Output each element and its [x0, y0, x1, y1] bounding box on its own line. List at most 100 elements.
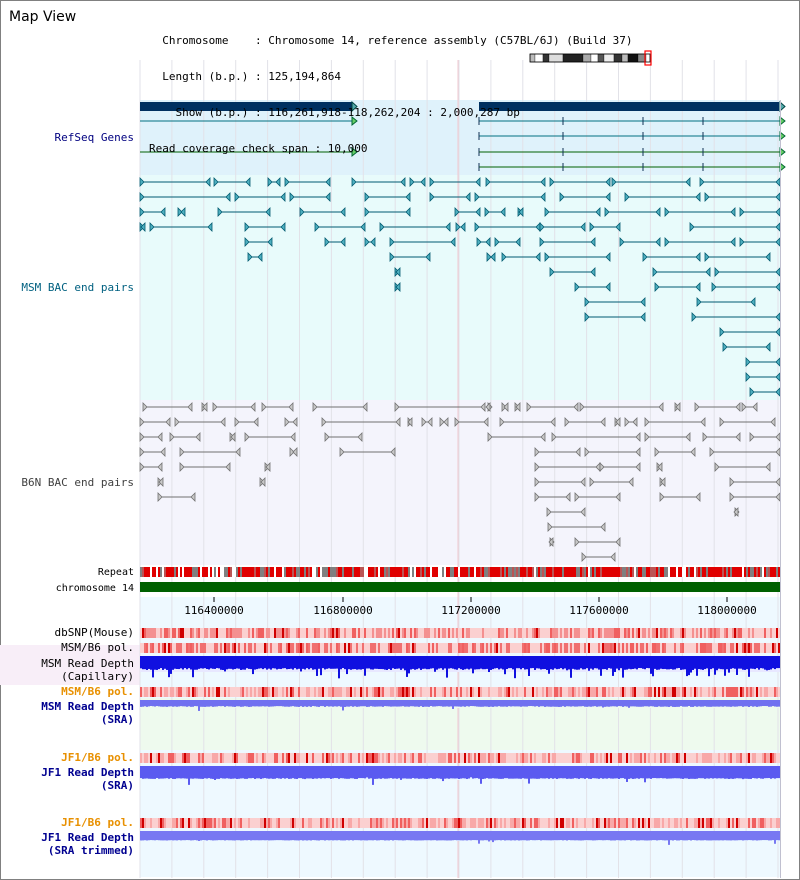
msm-b6-pol2-track-cell — [358, 687, 360, 697]
msm-capillary-track-bar — [356, 656, 358, 670]
jf1-b6-pol-track-cell — [224, 753, 226, 763]
msm-b6-pol2-track-cell — [290, 687, 292, 697]
gene-bar-right[interactable] — [479, 102, 779, 111]
b6n-bac-pair-end — [260, 477, 266, 487]
jf1-b6-pol-track-cell — [358, 753, 360, 763]
jf1-b6-pol2-track-cell — [696, 818, 698, 828]
msm-sra-track-bar — [266, 700, 268, 707]
repeat-element — [222, 567, 224, 577]
dbsnp-track-cell — [762, 628, 764, 638]
jf1-sra-track-bar — [482, 766, 484, 779]
msm-sra-track-bar — [222, 700, 224, 707]
jf1-b6-pol2-track-cell — [622, 818, 624, 828]
repeat-element — [768, 567, 770, 577]
msm-b6-pol-track-cell — [622, 643, 624, 653]
jf1-b6-pol-track-cell — [770, 753, 772, 763]
msm-b6-pol-track-cell — [582, 643, 584, 653]
msm-b6-pol2-track-cell — [740, 687, 742, 697]
msm-capillary-track-bar — [470, 656, 472, 669]
jf1-b6-pol2-track-cell — [638, 818, 640, 828]
chromosome-ideogram-icon[interactable] — [529, 53, 651, 63]
jf1-b6-pol2-track-cell — [626, 818, 628, 828]
msm-capillary-track-bar — [612, 656, 614, 676]
repeat-element — [404, 567, 406, 577]
jf1-sra-track-bar — [264, 766, 266, 779]
repeat-element — [552, 567, 554, 577]
msm-sra-track-bar — [254, 700, 256, 707]
msm-capillary-track-bar — [218, 656, 220, 669]
repeat-element — [302, 567, 304, 577]
jf1-sra-track-bar — [640, 766, 642, 779]
msm-bac-pair-end — [454, 207, 460, 217]
dbsnp-track-cell — [148, 628, 150, 638]
repeat-element — [352, 567, 354, 577]
repeat-element — [414, 567, 416, 577]
jf1-sra-track-bar — [696, 766, 698, 779]
msm-sra-track-bar — [416, 700, 418, 707]
msm-b6-pol2-track-cell — [148, 687, 150, 697]
msm-capillary-track-bar — [482, 656, 484, 670]
jf1-b6-pol2-track-cell — [186, 818, 188, 828]
jf1-trimmed-track-bar — [302, 831, 304, 841]
msm-b6-pol-track-cell — [252, 643, 254, 653]
jf1-trimmed-track-bar — [698, 831, 700, 841]
repeat-element — [504, 567, 506, 577]
msm-b6-pol2-track-cell — [590, 687, 592, 697]
msm-capillary-track-bar — [308, 656, 310, 670]
msm-b6-pol2-track-cell — [546, 687, 548, 697]
repeat-element — [392, 567, 394, 577]
dbsnp-track-cell — [436, 628, 438, 638]
jf1-b6-pol2-track-cell — [586, 818, 588, 828]
msm-sra-track-bar — [404, 700, 406, 707]
dbsnp-track-cell — [552, 628, 554, 638]
msm-b6-pol-track-cell — [266, 643, 268, 653]
jf1-sra-track-bar — [254, 766, 256, 779]
msm-b6-pol2-track-cell — [640, 687, 642, 697]
msm-b6-pol2-track-cell — [238, 687, 240, 697]
repeat-element — [714, 567, 716, 577]
msm-sra-track-bar — [322, 700, 324, 707]
b6n-bac-pair-end — [139, 432, 145, 442]
msm-b6-pol-track-cell — [574, 643, 576, 653]
jf1-trimmed-track-bar — [330, 831, 332, 841]
jf1-b6-pol-track-cell — [442, 753, 444, 763]
jf1-b6-pol2-track-cell — [472, 818, 474, 828]
msm-b6-pol2-track-cell — [196, 687, 198, 697]
jf1-b6-pol-track-cell — [522, 753, 524, 763]
msm-b6-pol-track-cell — [434, 643, 436, 653]
jf1-sra-track-bar — [662, 766, 664, 779]
jf1-b6-pol-track-cell — [150, 753, 152, 763]
jf1-b6-pol-track-cell — [556, 753, 558, 763]
jf1-trimmed-track-bar — [462, 831, 464, 841]
jf1-trimmed-track-bar — [374, 831, 376, 841]
jf1-b6-pol-track-cell — [504, 753, 506, 763]
jf1-b6-pol2-track-cell — [296, 818, 298, 828]
jf1-b6-pol2-track-cell — [302, 818, 304, 828]
jf1-sra-track-bar — [776, 766, 778, 779]
msm-capillary-track-bar — [182, 656, 184, 670]
msm-b6-pol-track-cell — [218, 643, 220, 653]
jf1-b6-pol-track-cell — [568, 753, 570, 763]
msm-bac-pair-end — [139, 177, 145, 187]
msm-b6-pol-track-cell — [254, 643, 256, 653]
msm-capillary-track-bar — [428, 656, 430, 670]
jf1-sra-track-bar — [260, 766, 262, 779]
gene-bar-left[interactable] — [140, 102, 352, 111]
jf1-b6-pol2-track-cell — [656, 818, 658, 828]
jf1-trimmed-track-bar — [618, 831, 620, 841]
msm-b6-pol-track-cell — [554, 643, 556, 653]
chromosome-bar[interactable] — [140, 582, 780, 592]
msm-capillary-track-bar — [484, 656, 486, 670]
msm-b6-pol2-track-cell — [450, 687, 452, 697]
msm-b6-pol-track-cell — [340, 643, 342, 653]
jf1-trimmed-track-bar — [730, 831, 732, 841]
msm-b6-pol2-track-cell — [400, 687, 402, 697]
repeat-element — [450, 567, 452, 577]
msm-b6-pol2-track-cell — [458, 687, 460, 697]
msm-bac-pair-end — [474, 192, 480, 202]
jf1-trimmed-track-bar — [428, 831, 430, 841]
dbsnp-track-cell — [270, 628, 272, 638]
jf1-b6-pol-track-cell — [480, 753, 482, 763]
msm-b6-pol2-track-cell — [564, 687, 566, 697]
